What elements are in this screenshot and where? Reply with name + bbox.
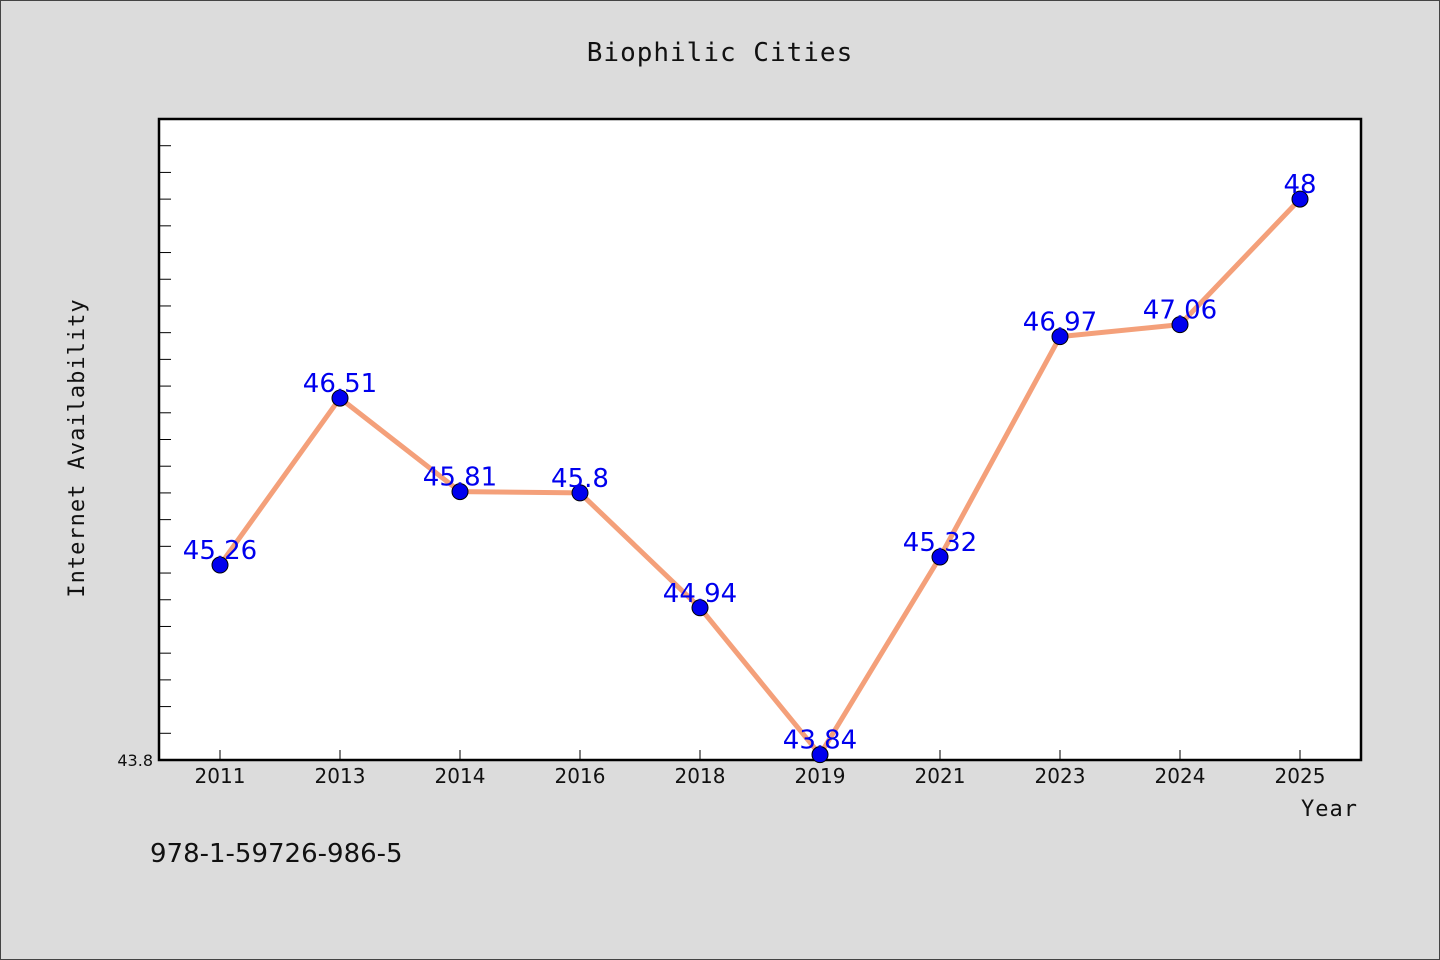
data-label: 45.26 [183,536,257,566]
data-point [811,746,829,764]
data-point [931,548,949,566]
data-point [1171,316,1189,334]
chart-title: Biophilic Cities [587,38,853,68]
x-tick-label: 2021 [915,764,966,788]
x-tick-label: 2023 [1035,764,1086,788]
x-axis-label: Year [1301,797,1358,822]
data-point [451,483,469,501]
isbn-text: 978-1-59726-986-5 [150,839,403,869]
x-tick-label: 2025 [1275,764,1326,788]
data-point [331,389,349,407]
data-point [571,484,589,502]
data-label: 45.81 [423,463,497,493]
x-tick-label: 2019 [795,764,846,788]
series-line [217,196,1303,758]
data-label: 46.51 [303,369,377,399]
x-tick-label: 2016 [555,764,606,788]
x-tick-label: 2014 [435,764,486,788]
data-label: 43.84 [783,726,857,756]
data-point [1051,328,1069,346]
x-tick-label: 2011 [195,764,246,788]
x-tick-label: 2018 [675,764,726,788]
data-point [691,599,709,617]
x-tick-label: 2013 [315,764,366,788]
data-label: 48 [1283,170,1316,200]
series-layer: 45.26 46.51 45.81 45.8 44.94 43.84 45.32 46.97 4… [183,170,1317,764]
y-axis-label: Internet Availability [65,298,90,597]
data-point [211,556,229,574]
x-tick-label: 2024 [1155,764,1206,788]
y-axis-ticks [159,145,171,734]
y-axis-min-label: 43.8 [117,751,153,770]
plot-area [157,117,1363,762]
data-label: 45.8 [551,464,609,494]
data-label: 47.06 [1143,296,1217,326]
data-label: 44.94 [663,579,737,609]
data-label: 45.32 [903,528,977,558]
data-label: 46.97 [1023,308,1097,338]
data-point [1291,190,1309,208]
x-axis-ticks: 2011 2013 2014 2016 2018 2019 2021 2023 2024 2025 [195,750,1326,788]
